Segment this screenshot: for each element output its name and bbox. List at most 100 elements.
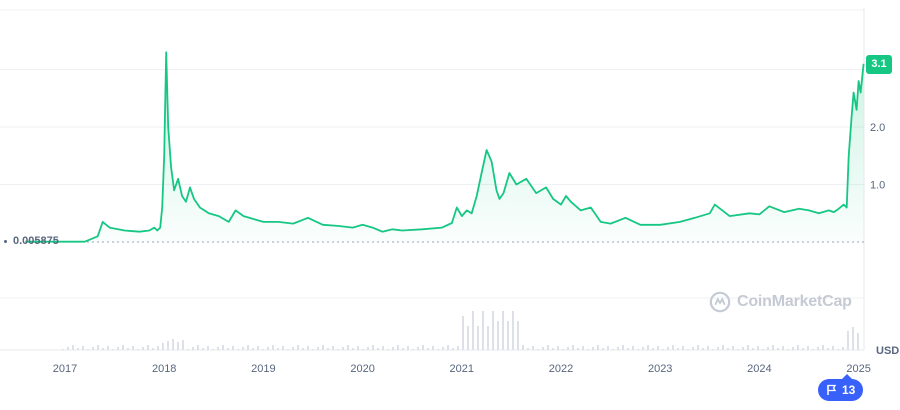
volume-bar — [822, 345, 824, 350]
volume-bar — [777, 348, 779, 350]
volume-bar — [457, 346, 459, 350]
volume-bar — [537, 349, 539, 350]
x-tick-label: 2021 — [450, 363, 474, 375]
baseline-dot — [4, 239, 7, 243]
volume-bar — [362, 349, 364, 350]
volume-bar — [787, 349, 789, 350]
volume-bar — [252, 348, 254, 350]
volume-bar — [217, 347, 219, 350]
volume-bar — [482, 311, 484, 350]
volume-bar — [542, 347, 544, 350]
volume-bar — [327, 348, 329, 350]
price-line — [25, 51, 865, 243]
volume-bar — [682, 346, 684, 350]
volume-bar — [202, 348, 204, 350]
x-tick-label: 2019 — [251, 363, 275, 375]
volume-bar — [337, 349, 339, 350]
volume-bar — [452, 348, 454, 350]
coinmarketcap-logo-icon — [709, 291, 731, 313]
volume-bar — [477, 326, 479, 350]
volume-bar — [552, 348, 554, 350]
volume-bar — [632, 346, 634, 350]
volume-bar — [392, 347, 394, 350]
volume-bar — [667, 347, 669, 350]
volume-bar — [92, 347, 94, 350]
volume-bar — [322, 345, 324, 350]
volume-bar — [312, 349, 314, 350]
volume-bar — [402, 348, 404, 350]
volume-bar — [692, 347, 694, 350]
volume-bar — [382, 346, 384, 350]
y-tick-label: 1.0 — [870, 180, 885, 192]
volume-bar — [582, 346, 584, 350]
volume-bar — [82, 346, 84, 350]
volume-bar — [562, 349, 564, 350]
volume-bar — [707, 346, 709, 350]
volume-bar — [277, 348, 279, 350]
volume-bar — [302, 348, 304, 350]
volume-bar — [167, 341, 169, 350]
volume-bar — [812, 349, 814, 350]
x-tick-label: 2017 — [53, 363, 77, 375]
volume-bar — [192, 347, 194, 350]
volume-bar — [422, 345, 424, 350]
volume-bar — [522, 345, 524, 350]
volume-bar — [737, 349, 739, 350]
volume-bar — [172, 339, 174, 350]
volume-bar — [557, 346, 559, 350]
volume-bar — [727, 348, 729, 350]
volume-bar — [492, 311, 494, 350]
volume-bar — [852, 327, 854, 350]
volume-bar — [702, 348, 704, 350]
x-tick-label: 2025 — [846, 363, 870, 375]
x-tick-label: 2022 — [549, 363, 573, 375]
volume-bar — [472, 311, 474, 350]
x-tick-label: 2023 — [648, 363, 672, 375]
volume-bar — [732, 346, 734, 350]
volume-bar — [77, 348, 79, 350]
volume-bar — [517, 321, 519, 350]
volume-bar — [207, 346, 209, 350]
volume-bar — [132, 346, 134, 350]
volume-bar — [187, 349, 189, 350]
volume-bar — [307, 346, 309, 350]
volume-bar — [602, 348, 604, 350]
volume-bar — [772, 345, 774, 350]
volume-bar — [232, 346, 234, 350]
volume-bar — [617, 347, 619, 350]
volume-bar — [642, 347, 644, 350]
volume-bar — [742, 347, 744, 350]
flag-icon — [827, 384, 837, 395]
volume-bar — [797, 345, 799, 350]
volume-bar — [287, 349, 289, 350]
volume-bar — [87, 349, 89, 350]
volume-bar — [137, 349, 139, 350]
volume-bar — [687, 349, 689, 350]
volume-bar — [397, 345, 399, 350]
volume-bar — [282, 346, 284, 350]
volume-bar — [507, 321, 509, 350]
volume-bar — [547, 345, 549, 350]
baseline-value: 0.005875 — [13, 235, 59, 247]
volume-bar — [182, 340, 184, 350]
volume-bar — [237, 349, 239, 350]
volume-bar — [227, 348, 229, 350]
volume-bar — [767, 347, 769, 350]
volume-bar — [467, 326, 469, 350]
events-badge[interactable]: 13 — [818, 374, 864, 401]
volume-bar — [857, 333, 859, 350]
volume-bar — [607, 346, 609, 350]
volume-bar — [782, 346, 784, 350]
volume-bar — [572, 345, 574, 350]
volume-bar — [567, 347, 569, 350]
volume-bar — [747, 345, 749, 350]
x-axis: 2017 2018 2019 2020 2021 2022 2023 2024 2025 — [53, 363, 871, 375]
volume-bar — [442, 347, 444, 350]
volume-bar — [622, 345, 624, 350]
volume-bar — [827, 348, 829, 350]
volume-bar — [597, 345, 599, 350]
volume-bar — [102, 348, 104, 350]
volume-bar — [357, 346, 359, 350]
x-tick-label: 2020 — [350, 363, 374, 375]
volume-bar — [162, 343, 164, 350]
